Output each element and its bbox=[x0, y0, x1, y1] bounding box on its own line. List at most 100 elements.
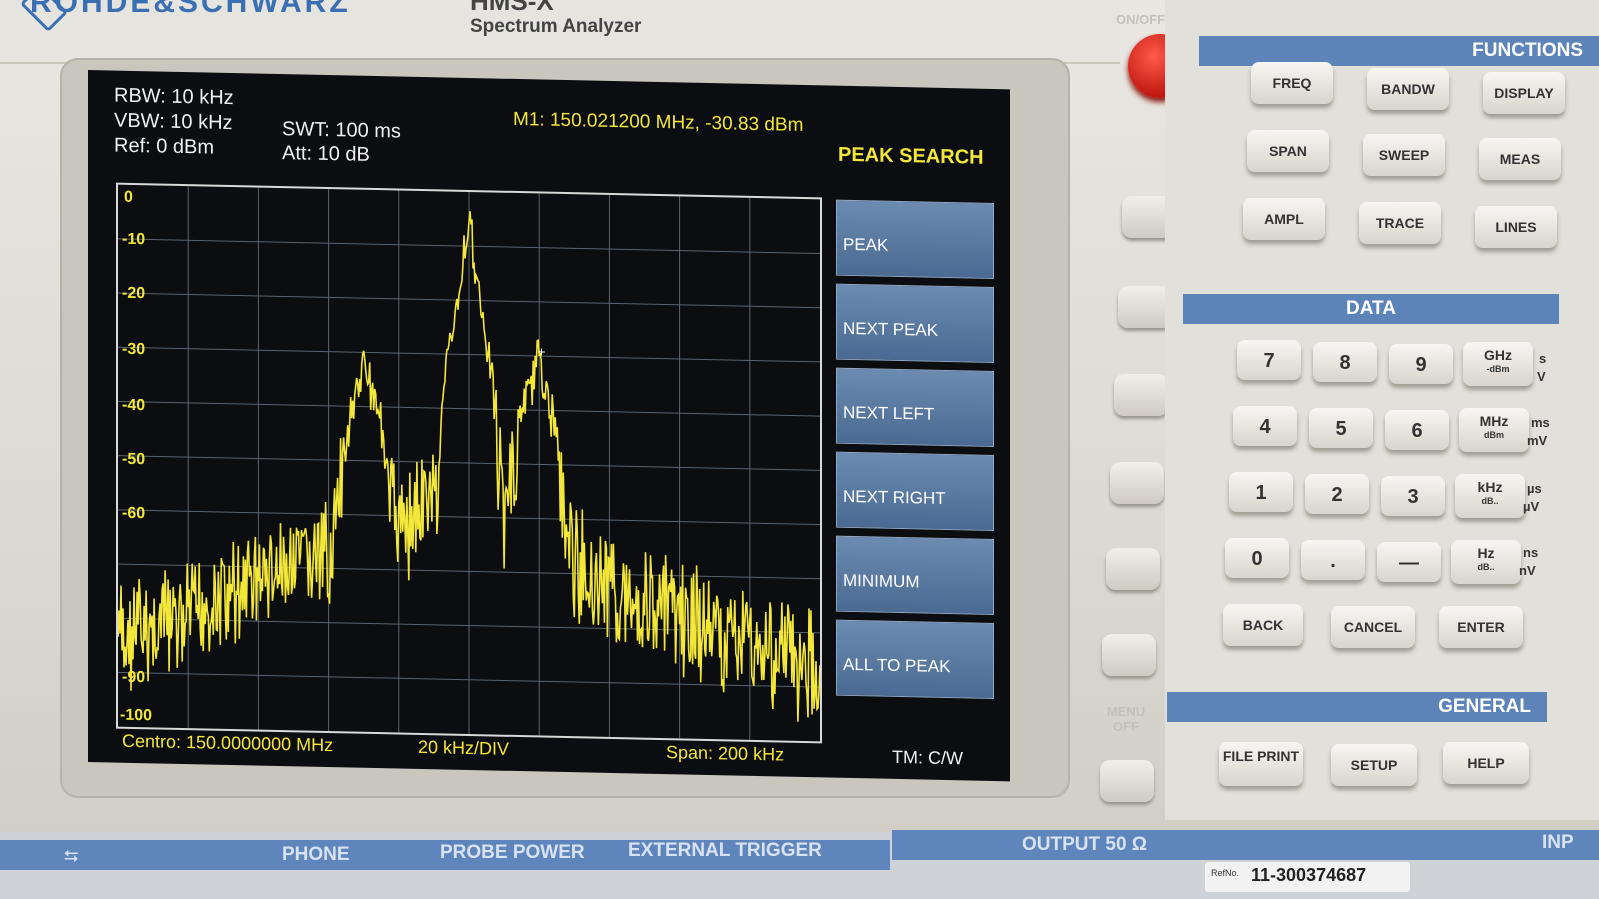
enter-button[interactable]: ENTER bbox=[1439, 606, 1523, 648]
y-tick-label: -90 bbox=[122, 668, 146, 687]
grid-line-horizontal bbox=[118, 400, 820, 417]
trace-button[interactable]: TRACE bbox=[1359, 202, 1441, 244]
ghz-sub-label: -dBm bbox=[1486, 364, 1510, 374]
digit-9-button[interactable]: 9 bbox=[1389, 344, 1453, 384]
division-readout: 20 kHz/DIV bbox=[418, 736, 510, 759]
digit-7-button[interactable]: 7 bbox=[1237, 340, 1301, 380]
ms-label: ms bbox=[1531, 415, 1550, 430]
span-readout: Span: 200 kHz bbox=[666, 742, 785, 765]
y-tick-label: -40 bbox=[122, 396, 146, 415]
hz-unit-button[interactable]: Hz dB.. bbox=[1451, 540, 1521, 584]
softkey-next-peak[interactable]: NEXT PEAK bbox=[836, 283, 994, 363]
cancel-button[interactable]: CANCEL bbox=[1331, 606, 1415, 648]
mv-label: mV bbox=[1527, 433, 1548, 448]
setup-button[interactable]: SETUP bbox=[1331, 744, 1417, 786]
back-button[interactable]: BACK bbox=[1223, 604, 1303, 646]
ghz-label: GHz bbox=[1484, 347, 1512, 363]
digit-1-button[interactable]: 1 bbox=[1229, 472, 1293, 512]
meas-button[interactable]: MEAS bbox=[1479, 138, 1561, 180]
spectrum-trace bbox=[118, 211, 820, 722]
s-label: s bbox=[1539, 351, 1547, 366]
input-label: INP bbox=[1542, 832, 1574, 853]
general-header: GENERAL bbox=[1167, 692, 1547, 722]
v-label: V bbox=[1537, 369, 1546, 384]
trace-mode-readout: TM: C/W bbox=[892, 746, 963, 769]
decimal-point-button[interactable]: . bbox=[1301, 540, 1365, 580]
side-key-2[interactable] bbox=[1118, 286, 1172, 328]
spectrum-plot: + 0 -10 -20 -30 -40 -50 -60 -90 -100 bbox=[116, 182, 822, 744]
y-tick-label: -60 bbox=[122, 504, 146, 523]
softkey-minimum[interactable]: MINIMUM bbox=[836, 535, 994, 615]
khz-unit-button[interactable]: kHz dB.. bbox=[1455, 474, 1525, 518]
ns-label: ns bbox=[1523, 545, 1539, 560]
att-readout: Att: 10 dB bbox=[282, 142, 370, 166]
sweep-button[interactable]: SWEEP bbox=[1363, 134, 1445, 176]
hz-label: Hz bbox=[1477, 545, 1495, 561]
menu-off-key[interactable] bbox=[1100, 760, 1154, 802]
grid-line-horizontal bbox=[118, 455, 820, 471]
ref-readout: Ref: 0 dBm bbox=[114, 134, 215, 159]
menu-off-label: MENU OFF bbox=[1106, 704, 1146, 734]
menu-title: PEAK SEARCH bbox=[838, 143, 984, 169]
mhz-sub-label: dBm bbox=[1484, 430, 1504, 440]
ref-number: 11-300374687 bbox=[1251, 865, 1367, 885]
ref-number-plate: RefNo. 11-300374687 bbox=[1205, 862, 1410, 892]
help-button[interactable]: HELP bbox=[1443, 742, 1529, 784]
softkey-all-to-peak[interactable]: ALL TO PEAK bbox=[836, 619, 994, 699]
digit-4-button[interactable]: 4 bbox=[1233, 406, 1297, 446]
freq-button[interactable]: FREQ bbox=[1251, 62, 1333, 104]
khz-label: kHz bbox=[1477, 479, 1503, 495]
grid-line-horizontal bbox=[118, 671, 820, 688]
y-tick-label: -10 bbox=[122, 230, 146, 249]
center-frequency: Centro: 150.0000000 MHz bbox=[122, 730, 334, 756]
bandw-button[interactable]: BANDW bbox=[1367, 68, 1449, 110]
data-header: DATA bbox=[1183, 294, 1559, 324]
power-label: ON/OFF bbox=[1116, 12, 1166, 27]
side-key-6[interactable] bbox=[1102, 634, 1156, 676]
uv-label: µV bbox=[1523, 499, 1540, 514]
softkey-next-right[interactable]: NEXT RIGHT bbox=[836, 451, 994, 531]
digit-2-button[interactable]: 2 bbox=[1305, 474, 1369, 514]
probe-power-label: PROBE POWER bbox=[440, 842, 585, 863]
swt-readout: SWT: 100 ms bbox=[282, 118, 401, 143]
y-tick-label: -30 bbox=[122, 340, 146, 359]
model-name: HMS-X bbox=[470, 0, 554, 16]
span-button[interactable]: SPAN bbox=[1247, 130, 1329, 172]
minus-button[interactable]: — bbox=[1377, 542, 1441, 582]
digit-3-button[interactable]: 3 bbox=[1381, 476, 1445, 516]
ghz-unit-button[interactable]: GHz -dBm bbox=[1463, 342, 1533, 386]
grid-line-horizontal bbox=[118, 238, 820, 255]
grid-line-horizontal bbox=[118, 509, 820, 526]
digit-5-button[interactable]: 5 bbox=[1309, 408, 1373, 448]
softkey-peak[interactable]: PEAK bbox=[836, 199, 994, 279]
y-tick-label: -20 bbox=[122, 284, 146, 303]
grid-line-horizontal bbox=[118, 563, 820, 580]
file-print-button[interactable]: FILE PRINT bbox=[1219, 742, 1303, 786]
output-bar: OUTPUT 50 Ω INP bbox=[892, 830, 1599, 860]
ampl-button[interactable]: AMPL bbox=[1243, 198, 1325, 240]
digit-0-button[interactable]: 0 bbox=[1225, 538, 1289, 578]
rbw-readout: RBW: 10 kHz bbox=[114, 84, 234, 110]
display-button[interactable]: DISPLAY bbox=[1483, 72, 1565, 114]
instrument-subtitle: Spectrum Analyzer bbox=[470, 16, 642, 37]
digit-6-button[interactable]: 6 bbox=[1385, 410, 1449, 450]
side-key-4[interactable] bbox=[1110, 462, 1164, 504]
display-screen: RBW: 10 kHz VBW: 10 kHz Ref: 0 dBm SWT: … bbox=[88, 70, 1010, 782]
usb-icon: ⮀ bbox=[64, 846, 79, 866]
digit-8-button[interactable]: 8 bbox=[1313, 342, 1377, 382]
ref-no-label: RefNo. bbox=[1211, 868, 1240, 878]
side-key-5[interactable] bbox=[1106, 548, 1160, 590]
marker-readout: M1: 150.021200 MHz, -30.83 dBm bbox=[513, 108, 804, 136]
hz-sub-label: dB.. bbox=[1477, 562, 1495, 572]
y-tick-label: -100 bbox=[120, 706, 153, 725]
mhz-unit-button[interactable]: MHz dBm bbox=[1459, 408, 1529, 452]
softkey-next-left[interactable]: NEXT LEFT bbox=[836, 367, 994, 447]
y-tick-label: 0 bbox=[124, 188, 133, 206]
side-key-3[interactable] bbox=[1114, 374, 1168, 416]
grid-line-horizontal bbox=[118, 292, 820, 309]
us-label: µs bbox=[1527, 481, 1542, 496]
external-trigger-label: EXTERNAL TRIGGER bbox=[628, 840, 822, 861]
lines-button[interactable]: LINES bbox=[1475, 206, 1557, 248]
khz-sub-label: dB.. bbox=[1481, 496, 1499, 506]
nv-label: nV bbox=[1519, 563, 1536, 578]
